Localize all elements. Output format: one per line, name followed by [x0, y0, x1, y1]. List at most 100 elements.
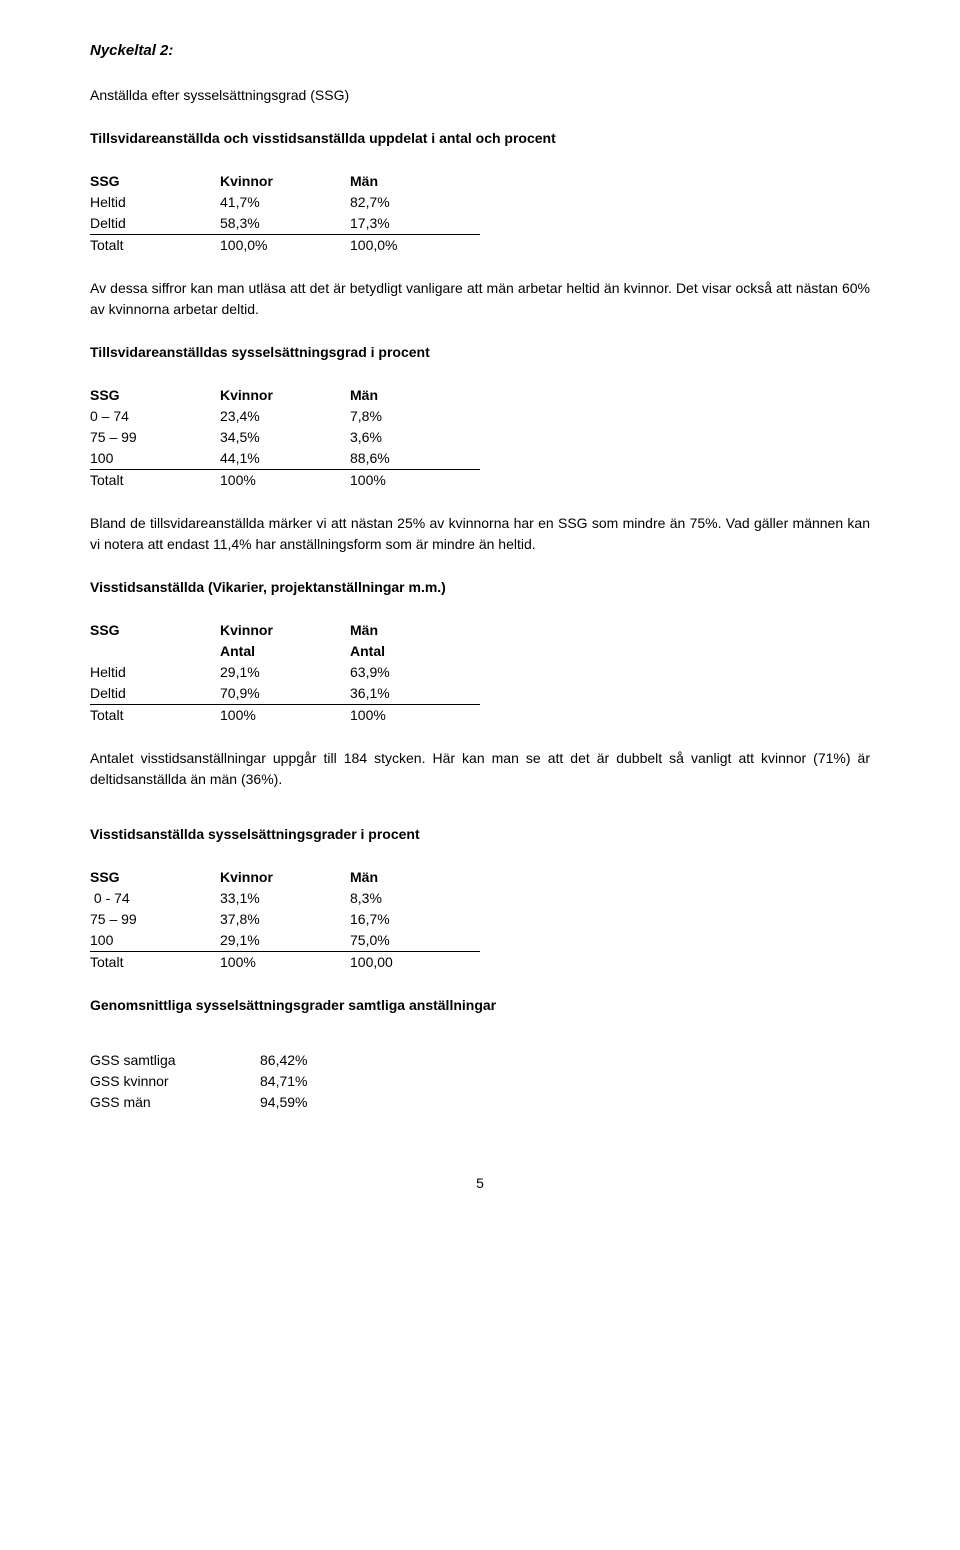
section4-heading: Visstidsanställda sysselsättningsgrader …	[90, 824, 870, 845]
table-cell: 82,7%	[350, 192, 480, 213]
table-cell: 100	[90, 930, 220, 952]
table-cell: 86,42%	[260, 1050, 390, 1071]
table-cell: 63,9%	[350, 662, 480, 683]
section3-heading: Visstidsanställda (Vikarier, projektanst…	[90, 577, 870, 598]
table-header: Kvinnor	[220, 171, 350, 192]
table-header: SSG	[90, 385, 220, 406]
table-cell: Totalt	[90, 951, 220, 973]
paragraph-3: Antalet visstidsanställningar uppgår til…	[90, 748, 870, 790]
table-cell: 100,0%	[350, 234, 480, 256]
table-ssg-4: SSG Kvinnor Män 0 - 74 33,1% 8,3% 75 – 9…	[90, 867, 480, 973]
table-cell: 88,6%	[350, 448, 480, 470]
table-row: Totalt 100,0% 100,0%	[90, 234, 480, 256]
table-cell	[90, 641, 220, 662]
table-row: Totalt 100% 100%	[90, 469, 480, 491]
table-cell: 100%	[350, 469, 480, 491]
section1-subheading: Tillsvidareanställda och visstidsanställ…	[90, 128, 870, 149]
table-cell: 100%	[220, 951, 350, 973]
section1-heading: Anställda efter sysselsättningsgrad (SSG…	[90, 85, 870, 106]
table-row: 0 - 74 33,1% 8,3%	[90, 888, 480, 909]
table-header: Män	[350, 171, 480, 192]
table-ssg-2: SSG Kvinnor Män 0 – 74 23,4% 7,8% 75 – 9…	[90, 385, 480, 491]
table-row: GSS kvinnor 84,71%	[90, 1071, 390, 1092]
table-cell: 41,7%	[220, 192, 350, 213]
table-cell: Totalt	[90, 704, 220, 726]
table-cell: 29,1%	[220, 662, 350, 683]
table-cell: 94,59%	[260, 1092, 390, 1113]
table-cell: Deltid	[90, 683, 220, 705]
table-cell: 100%	[350, 704, 480, 726]
table-cell: Totalt	[90, 234, 220, 256]
table-cell: 3,6%	[350, 427, 480, 448]
section2-heading: Tillsvidareanställdas sysselsättningsgra…	[90, 342, 870, 363]
table-header: Män	[350, 385, 480, 406]
table-row: SSG Kvinnor Män	[90, 171, 480, 192]
page-number: 5	[90, 1173, 870, 1194]
table-cell: Heltid	[90, 192, 220, 213]
table-cell: 44,1%	[220, 448, 350, 470]
table-cell: 17,3%	[350, 213, 480, 235]
table-cell: 7,8%	[350, 406, 480, 427]
table-subheader: Antal	[220, 641, 350, 662]
table-row: 75 – 99 37,8% 16,7%	[90, 909, 480, 930]
table-row: Heltid 29,1% 63,9%	[90, 662, 480, 683]
table-header: Kvinnor	[220, 867, 350, 888]
table-ssg-3: SSG Kvinnor Män Antal Antal Heltid 29,1%…	[90, 620, 480, 726]
table-cell: 16,7%	[350, 909, 480, 930]
table-cell: GSS kvinnor	[90, 1071, 260, 1092]
table-row: Totalt 100% 100%	[90, 704, 480, 726]
table-ssg-1: SSG Kvinnor Män Heltid 41,7% 82,7% Delti…	[90, 171, 480, 256]
table-row: Deltid 70,9% 36,1%	[90, 683, 480, 705]
table-cell: 23,4%	[220, 406, 350, 427]
table-header: Män	[350, 867, 480, 888]
table-cell: 75,0%	[350, 930, 480, 952]
table-row: Antal Antal	[90, 641, 480, 662]
table-row: Heltid 41,7% 82,7%	[90, 192, 480, 213]
table-row: 75 – 99 34,5% 3,6%	[90, 427, 480, 448]
table-row: SSG Kvinnor Män	[90, 620, 480, 641]
table-subheader: Antal	[350, 641, 480, 662]
table-header: SSG	[90, 171, 220, 192]
table-gss: GSS samtliga 86,42% GSS kvinnor 84,71% G…	[90, 1050, 390, 1113]
table-header: Kvinnor	[220, 620, 350, 641]
table-header: SSG	[90, 867, 220, 888]
table-cell: GSS samtliga	[90, 1050, 260, 1071]
table-cell: Totalt	[90, 469, 220, 491]
table-cell: 0 – 74	[90, 406, 220, 427]
table-row: GSS män 94,59%	[90, 1092, 390, 1113]
table-cell: 0 - 74	[90, 888, 220, 909]
table-cell: 58,3%	[220, 213, 350, 235]
page-title: Nyckeltal 2:	[90, 40, 870, 63]
table-cell: 70,9%	[220, 683, 350, 705]
table-row: 100 29,1% 75,0%	[90, 930, 480, 952]
table-cell: 100	[90, 448, 220, 470]
table-header: SSG	[90, 620, 220, 641]
table-header: Kvinnor	[220, 385, 350, 406]
table-row: Deltid 58,3% 17,3%	[90, 213, 480, 235]
table-cell: GSS män	[90, 1092, 260, 1113]
table-cell: 36,1%	[350, 683, 480, 705]
table-cell: 100,0%	[220, 234, 350, 256]
table-cell: 34,5%	[220, 427, 350, 448]
table-cell: 75 – 99	[90, 909, 220, 930]
table-row: 0 – 74 23,4% 7,8%	[90, 406, 480, 427]
table-cell: 84,71%	[260, 1071, 390, 1092]
paragraph-1: Av dessa siffror kan man utläsa att det …	[90, 278, 870, 320]
table-cell: 100%	[220, 469, 350, 491]
paragraph-2: Bland de tillsvidareanställda märker vi …	[90, 513, 870, 555]
section5-heading: Genomsnittliga sysselsättningsgrader sam…	[90, 995, 870, 1016]
table-row: Totalt 100% 100,00	[90, 951, 480, 973]
table-row: GSS samtliga 86,42%	[90, 1050, 390, 1071]
table-header: Män	[350, 620, 480, 641]
table-cell: 33,1%	[220, 888, 350, 909]
table-cell: Deltid	[90, 213, 220, 235]
table-cell: 100%	[220, 704, 350, 726]
table-cell: 37,8%	[220, 909, 350, 930]
table-row: SSG Kvinnor Män	[90, 385, 480, 406]
table-cell: 8,3%	[350, 888, 480, 909]
table-row: 100 44,1% 88,6%	[90, 448, 480, 470]
table-cell: 75 – 99	[90, 427, 220, 448]
table-row: SSG Kvinnor Män	[90, 867, 480, 888]
table-cell: Heltid	[90, 662, 220, 683]
table-cell: 100,00	[350, 951, 480, 973]
